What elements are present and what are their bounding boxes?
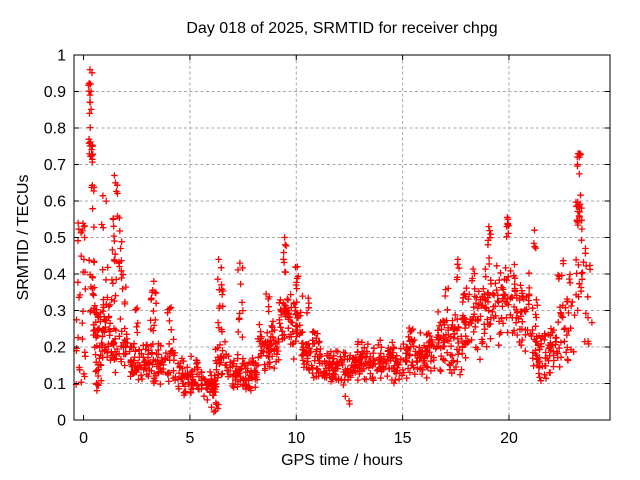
y-tick-label: 0.1 [44, 376, 66, 393]
y-tick-label: 0.8 [44, 121, 66, 138]
y-tick-label: 0.5 [44, 230, 66, 247]
y-tick-label: 0 [57, 413, 66, 430]
scatter-points [72, 66, 596, 416]
y-tick-label: 0.9 [44, 84, 66, 101]
x-tick-label: 5 [185, 430, 194, 447]
y-tick-label: 0.7 [44, 157, 66, 174]
x-tick-label: 15 [394, 430, 412, 447]
y-axis-label: SRMTID / TECUs [15, 175, 32, 301]
y-tick-label: 0.4 [44, 267, 66, 284]
x-axis-label: GPS time / hours [281, 452, 403, 469]
y-tick-label: 0.6 [44, 194, 66, 211]
x-tick-label: 20 [500, 430, 518, 447]
y-tick-label: 0.3 [44, 303, 66, 320]
x-tick-label: 10 [287, 430, 305, 447]
chart-title: Day 018 of 2025, SRMTID for receiver chp… [186, 20, 497, 37]
axes: 0 5 10 15 20 0 0.1 0.2 0.3 0.4 0.5 0.6 0.7 0.8 0.9 1 [44, 48, 611, 447]
y-tick-label: 0.2 [44, 340, 66, 357]
y-tick-label: 1 [57, 48, 66, 65]
scatter-marker-path [72, 66, 596, 416]
x-tick-label: 0 [79, 430, 88, 447]
